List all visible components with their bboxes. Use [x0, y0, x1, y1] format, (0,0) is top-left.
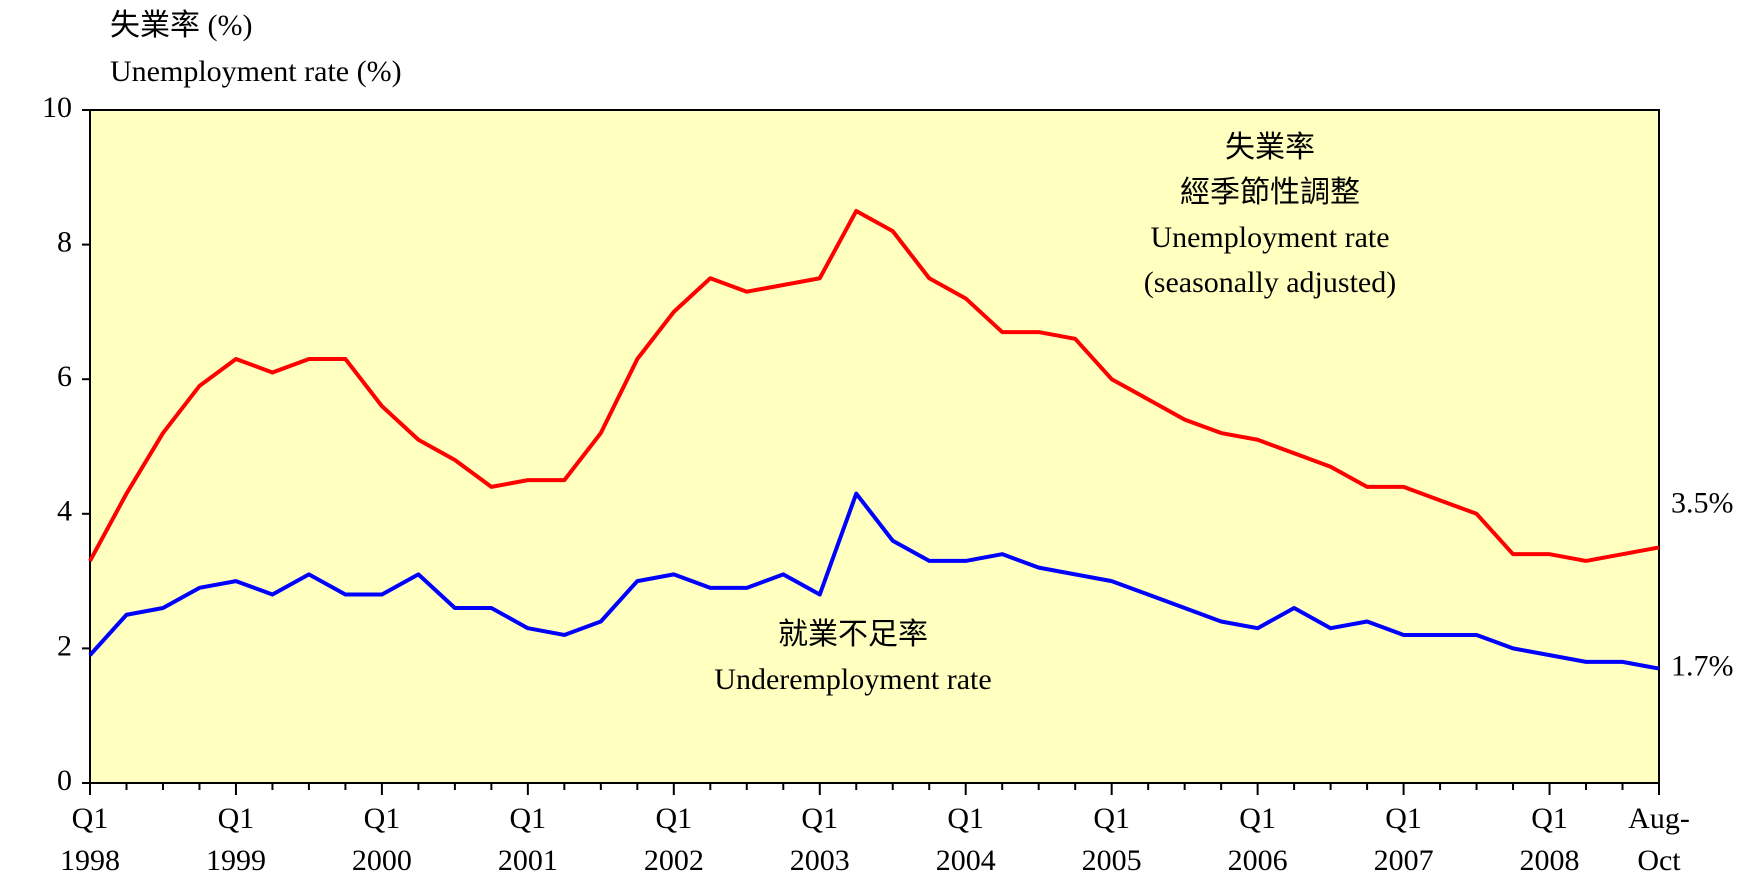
y-tick-label: 0 — [57, 764, 72, 797]
x-tick-label: Q1 2007 — [1374, 802, 1434, 877]
end-value-label: 3.5% — [1671, 486, 1734, 519]
y-tick-label: 6 — [57, 360, 72, 393]
series-label: Unemployment rate — [1150, 221, 1389, 254]
x-tick-label: Q1 2004 — [936, 802, 996, 877]
series-label: 就業不足率 — [778, 618, 928, 651]
series-label: 失業率 — [1225, 131, 1315, 164]
x-tick-label: Q1 1998 — [60, 802, 120, 877]
x-tick-label: Aug-Oct — [1628, 802, 1690, 877]
y-tick-label: 2 — [57, 629, 72, 662]
series-line — [88, 491, 1660, 671]
series-label: (seasonally adjusted) — [1144, 266, 1396, 299]
y-axis-title: Unemployment rate (%) — [110, 55, 402, 88]
y-tick-label: 4 — [57, 495, 72, 528]
y-tick-label: 10 — [42, 91, 72, 124]
y-axis-title: 失業率 (%) — [110, 9, 252, 42]
x-tick-label: Q1 2008 — [1520, 802, 1580, 877]
series-line — [88, 208, 1660, 563]
y-tick-label: 8 — [57, 225, 72, 258]
x-tick-label: Q1 2003 — [790, 802, 850, 877]
x-tick-label: Q1 1999 — [206, 802, 266, 877]
series-label: Underemployment rate — [714, 663, 991, 696]
x-tick-label: Q1 2002 — [644, 802, 704, 877]
x-tick-label: Q1 2000 — [352, 802, 412, 877]
series-label: 經季節性調整 — [1180, 176, 1360, 209]
x-tick-label: Q1 2005 — [1082, 802, 1142, 877]
x-tick-label: Q1 2006 — [1228, 802, 1288, 877]
x-tick-label: Q1 2001 — [498, 802, 558, 877]
end-value-label: 1.7% — [1671, 649, 1734, 682]
